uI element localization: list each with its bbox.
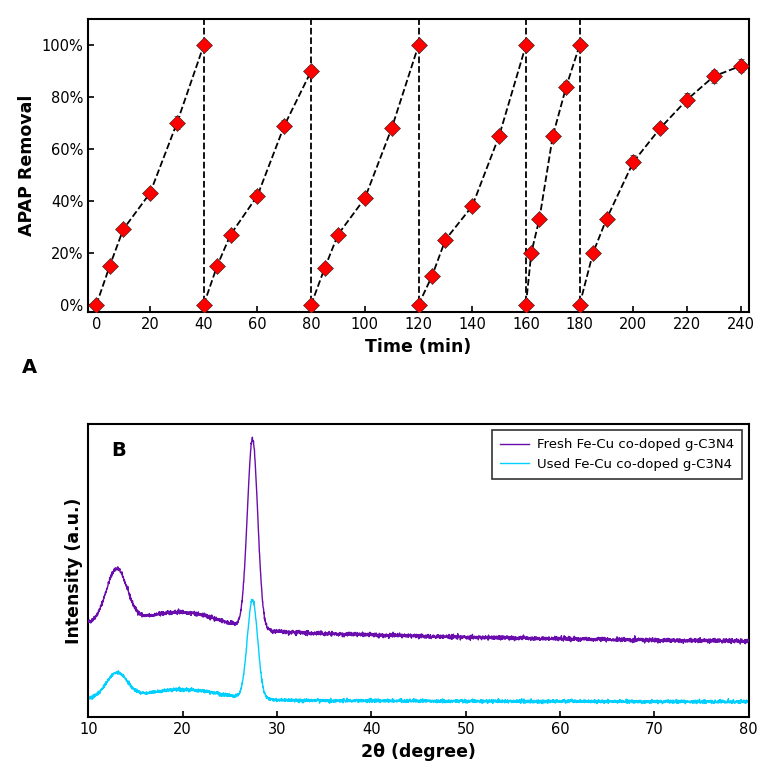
Used Fe-Cu co-doped g-C3N4 — [504, 697, 513, 706]
Used Fe-Cu co-doped g-C3N4 — [475, 696, 485, 706]
Line: Fresh Fe-Cu co-doped g-C3N4: Fresh Fe-Cu co-doped g-C3N4 — [88, 437, 749, 644]
Used Fe-Cu co-doped g-C3N4 — [396, 696, 405, 705]
Used Fe-Cu co-doped g-C3N4 — [744, 696, 753, 706]
Y-axis label: APAP Removal: APAP Removal — [18, 95, 36, 236]
Used Fe-Cu co-doped g-C3N4 — [84, 693, 93, 702]
Text: B: B — [111, 442, 126, 460]
X-axis label: Time (min): Time (min) — [366, 337, 472, 356]
Used Fe-Cu co-doped g-C3N4 — [694, 696, 703, 705]
Used Fe-Cu co-doped g-C3N4 — [247, 594, 257, 604]
Legend: Fresh Fe-Cu co-doped g-C3N4, Used Fe-Cu co-doped g-C3N4: Fresh Fe-Cu co-doped g-C3N4, Used Fe-Cu … — [492, 430, 742, 479]
Fresh Fe-Cu co-doped g-C3N4 — [221, 617, 230, 627]
Fresh Fe-Cu co-doped g-C3N4 — [744, 637, 753, 646]
X-axis label: 2θ (degree): 2θ (degree) — [361, 742, 476, 761]
Fresh Fe-Cu co-doped g-C3N4 — [248, 433, 257, 442]
Used Fe-Cu co-doped g-C3N4 — [221, 692, 230, 701]
Used Fe-Cu co-doped g-C3N4 — [323, 697, 332, 706]
Fresh Fe-Cu co-doped g-C3N4 — [736, 640, 745, 649]
Fresh Fe-Cu co-doped g-C3N4 — [475, 631, 485, 640]
Fresh Fe-Cu co-doped g-C3N4 — [396, 630, 405, 640]
Used Fe-Cu co-doped g-C3N4 — [680, 700, 690, 709]
Fresh Fe-Cu co-doped g-C3N4 — [504, 634, 513, 644]
Y-axis label: Intensity (a.u.): Intensity (a.u.) — [65, 497, 83, 644]
Line: Used Fe-Cu co-doped g-C3N4: Used Fe-Cu co-doped g-C3N4 — [88, 599, 749, 704]
Fresh Fe-Cu co-doped g-C3N4 — [84, 617, 93, 626]
Fresh Fe-Cu co-doped g-C3N4 — [694, 636, 703, 645]
Text: A: A — [22, 358, 38, 377]
Fresh Fe-Cu co-doped g-C3N4 — [323, 629, 332, 638]
